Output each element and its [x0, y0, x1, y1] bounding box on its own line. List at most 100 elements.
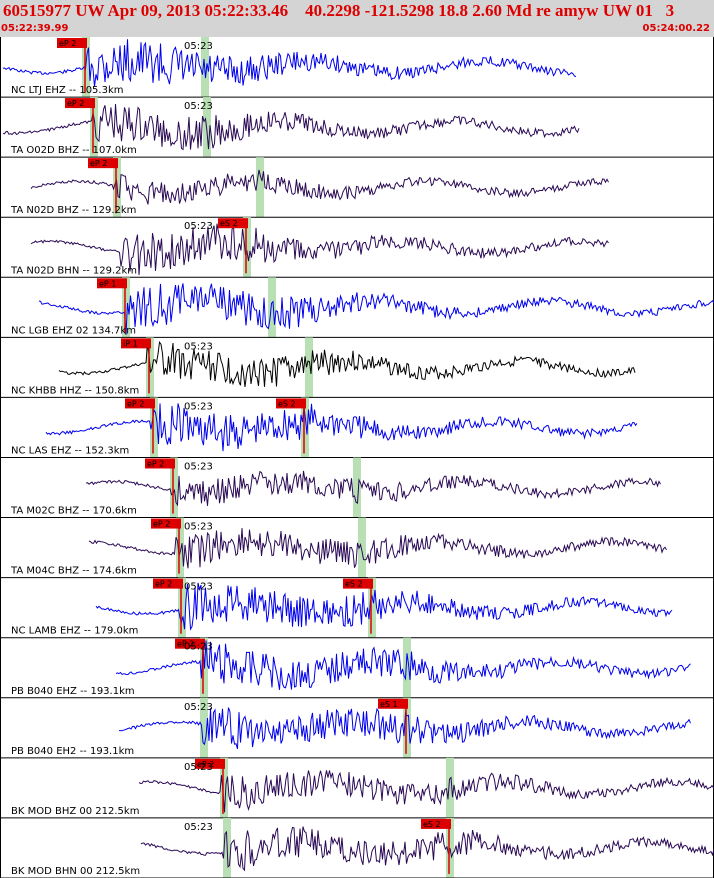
p-phase-band — [200, 697, 208, 758]
minute-tick-label: 05:23 — [184, 461, 213, 472]
p-pick-label: eP 2 — [177, 640, 194, 649]
station-label: TA O02D BHZ -- 107.0km — [10, 145, 137, 156]
s-phase-band — [268, 277, 276, 338]
p-pick-label: eP 2 — [90, 159, 107, 168]
minute-tick-label: 05:23 — [184, 582, 213, 593]
seismogram-row[interactable]: eP 2 TA N02D BHZ -- 129.2km — [1, 157, 714, 218]
waveform-trace[interactable] — [138, 770, 714, 813]
station-label: NC LAMB EHZ -- 179.0km — [11, 626, 138, 637]
station-label: TA N02D BHN -- 129.2km — [10, 265, 137, 276]
s-pick-label: eS 2 — [278, 399, 296, 408]
s-phase-band — [243, 217, 251, 278]
station-label: NC LGB EHZ 02 134.7km — [11, 325, 136, 336]
p-phase-band — [150, 397, 158, 458]
s-phase-band — [403, 637, 411, 698]
p-phase-band — [170, 457, 178, 518]
s-pick-label: eS 2 — [423, 820, 441, 829]
p-pick-flag[interactable] — [121, 338, 151, 349]
p-pick-flag[interactable] — [97, 278, 127, 289]
seismogram-row[interactable]: eP 1 NC LGB EHZ 02 134.7km — [1, 277, 714, 338]
minute-tick-label: 05:23 — [184, 522, 213, 533]
p-pick-flag[interactable] — [65, 98, 95, 109]
station-label: TA M04C BHZ -- 174.6km — [10, 566, 137, 577]
waveform-trace[interactable] — [2, 39, 577, 87]
station-label: NC KHBB HHZ -- 150.8km — [11, 385, 139, 396]
seismogram-row[interactable]: eP 2 05:23 TA O02D BHZ -- 107.0km — [1, 97, 714, 158]
p-phase-band — [220, 757, 228, 818]
s-pick-label: eS 1 — [380, 700, 398, 709]
minute-tick-label: 05:23 — [184, 101, 213, 112]
s-phase-band — [446, 757, 454, 818]
waveform-trace[interactable] — [95, 582, 673, 631]
p-pick-flag[interactable] — [57, 38, 87, 48]
p-pick-label: eP 2 — [197, 760, 214, 769]
p-pick-label: eP 2 — [67, 99, 84, 108]
s-phase-band — [353, 457, 361, 518]
minute-tick-label: 05:23 — [184, 221, 213, 232]
waveform-trace[interactable] — [115, 640, 691, 690]
seismogram-row[interactable]: iP 1 05:23 NC KHBB HHZ -- 150.8km — [1, 337, 714, 398]
s-pick-flag[interactable] — [218, 218, 248, 229]
event-title: 60515977 UW Apr 09, 2013 05:22:33.46 40.… — [3, 1, 675, 20]
p-pick-label: eP 2 — [155, 580, 172, 589]
p-pick-flag[interactable] — [151, 518, 181, 529]
waveform-trace[interactable] — [58, 340, 636, 388]
s-pick-flag[interactable] — [421, 818, 451, 829]
s-pick-flag[interactable] — [343, 578, 373, 589]
p-pick-label: eP 1 — [99, 279, 116, 288]
waveform-trace[interactable] — [30, 169, 609, 205]
p-pick-label: eP 2 — [59, 39, 76, 48]
minute-tick-label: 05:23 — [184, 702, 213, 713]
minute-tick-label: 05:23 — [184, 822, 213, 833]
seismogram-row[interactable]: eP 2 05:23 TA M04C BHZ -- 174.6km — [1, 517, 714, 579]
seismogram-row[interactable]: eP 2 05:23 TA M02C BHZ -- 170.6km — [1, 457, 714, 519]
p-pick-label: eP 2 — [153, 520, 170, 529]
p-phase-band — [122, 277, 130, 338]
seismogram-row[interactable]: eS 2 05:23 BK MOD BHN 00 212.5km — [1, 817, 714, 878]
station-label: TA M02C BHZ -- 170.6km — [10, 506, 137, 517]
seismogram-row[interactable]: eP 205:23 PB B040 EHZ -- 193.1km — [1, 637, 714, 699]
seismogram-row[interactable]: eS 1 05:23 PB B040 EH2 -- 193.1km — [1, 697, 714, 759]
waveform-trace[interactable] — [88, 528, 667, 569]
seismogram-row[interactable]: eP 2 05:23 NC LTJ EHZ -- 105.3km — [1, 37, 714, 98]
p-phase-band — [178, 577, 186, 638]
station-label: PB B040 EH2 -- 193.1km — [11, 746, 134, 757]
seismogram-row[interactable]: eP 205:23 BK MOD BHZ 00 212.5km — [1, 757, 714, 819]
waveform-trace[interactable] — [45, 403, 638, 452]
waveform-trace[interactable] — [38, 283, 714, 335]
waveform-trace[interactable] — [30, 223, 609, 276]
seismogram-row[interactable]: eP 2 eS 2 05:23 NC LAS EHZ -- 152.3km — [1, 397, 714, 458]
p-pick-flag[interactable] — [125, 398, 155, 409]
p-pick-flag[interactable] — [195, 758, 225, 769]
seismogram-panel[interactable]: eP 2 05:23 NC LTJ EHZ -- 105.3km eP 2 05:23 T… — [0, 37, 714, 878]
p-phase-band — [176, 517, 184, 578]
p-pick-label: iP 1 — [123, 339, 138, 348]
s-pick-flag[interactable] — [276, 398, 306, 409]
seismogram-row[interactable]: eP 2 eS 2 05:23 NC LAMB EHZ -- 179.0km — [1, 577, 714, 639]
waveform-trace[interactable] — [140, 826, 714, 872]
minute-tick-label: 05:23 — [184, 41, 213, 52]
p-pick-flag[interactable] — [145, 458, 175, 469]
s-phase-band — [403, 697, 411, 758]
s-pick-flag[interactable] — [378, 698, 408, 709]
waveform-trace[interactable] — [2, 103, 580, 151]
title-bar: 60515977 UW Apr 09, 2013 05:22:33.46 40.… — [0, 0, 714, 37]
p-pick-flag[interactable] — [153, 578, 183, 589]
seismogram-row[interactable]: eS 2 05:23 TA N02D BHN -- 129.2km — [1, 217, 714, 278]
window-end-time: 05:24:00.22 — [642, 23, 710, 34]
window-start-time: 05:22:39.99 — [1, 23, 69, 34]
minute-tick-label: 05:23 — [184, 762, 213, 773]
s-pick-label: eS 2 — [345, 580, 363, 589]
station-label: BK MOD BHZ 00 212.5km — [11, 806, 139, 817]
p-pick-flag[interactable] — [88, 158, 118, 169]
s-phase-band — [358, 517, 366, 578]
station-label: PB B040 EHZ -- 193.1km — [11, 686, 135, 697]
station-label: NC LAS EHZ -- 152.3km — [11, 445, 129, 456]
s-phase-band — [301, 397, 309, 458]
waveform-trace[interactable] — [85, 470, 661, 507]
p-pick-flag[interactable] — [175, 638, 205, 649]
p-phase-band — [90, 97, 98, 158]
s-phase-band — [256, 157, 264, 218]
waveform-trace[interactable] — [119, 707, 691, 749]
